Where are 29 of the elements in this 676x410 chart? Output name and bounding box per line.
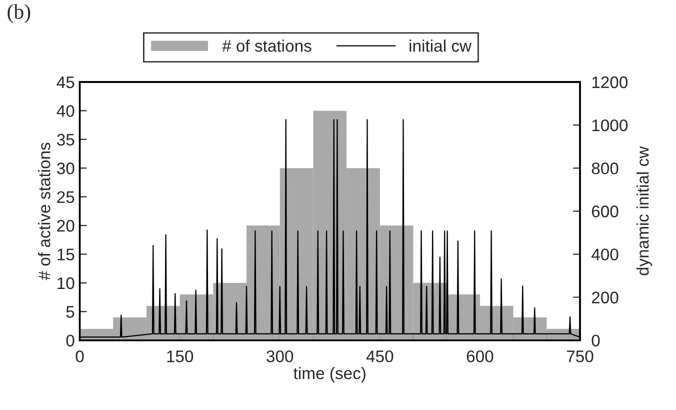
x-tick-label: 750 bbox=[566, 350, 594, 362]
y-axis-title: # of active stations bbox=[38, 142, 50, 280]
y-tick-label: 35 bbox=[57, 134, 74, 146]
y2-tick-label: 600 bbox=[592, 206, 618, 218]
y2-tick-label: 400 bbox=[592, 248, 618, 260]
x-tick-label: 300 bbox=[266, 350, 294, 362]
y-tick-label: 45 bbox=[56, 76, 74, 88]
legend-label: initial cw bbox=[410, 40, 472, 52]
x-axis-title: time (sec) bbox=[294, 366, 366, 382]
y2-tick-label: 800 bbox=[592, 162, 618, 174]
y2-axis-title: dynamic initial cw bbox=[636, 146, 652, 276]
y2-tick-label: 1000 bbox=[592, 119, 628, 132]
y-tick-label: 30 bbox=[57, 162, 74, 174]
x-tick-label: 450 bbox=[366, 350, 394, 362]
y-tick-label: 5 bbox=[66, 306, 74, 318]
y2-tick-label: 200 bbox=[592, 292, 618, 304]
y-tick-label: 25 bbox=[57, 191, 74, 204]
y-tick-label: 15 bbox=[58, 248, 74, 260]
y-tick-label: 40 bbox=[56, 105, 74, 117]
x-tick-label: 600 bbox=[466, 350, 494, 362]
y-tick-label: 20 bbox=[57, 220, 74, 232]
chart-title: (b) bbox=[8, 4, 30, 23]
x-tick-label: 0 bbox=[76, 350, 84, 362]
y-tick-label: 0 bbox=[66, 334, 74, 347]
y-tick-label: 10 bbox=[58, 277, 74, 290]
y2-tick-label: 1200 bbox=[592, 76, 628, 88]
x-tick-label: 150 bbox=[167, 350, 194, 362]
legend-label: # of stations bbox=[222, 40, 312, 52]
y2-tick-label: 0 bbox=[592, 334, 600, 347]
